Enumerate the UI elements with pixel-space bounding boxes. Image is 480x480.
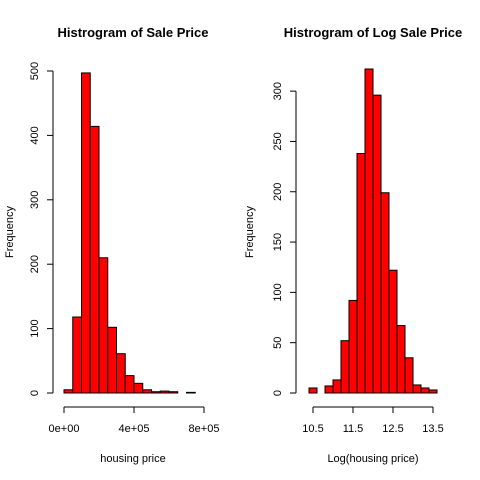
histogram-bar [428, 389, 438, 394]
y-axis-label: Frequency [244, 206, 256, 258]
histogram-bar [186, 391, 196, 394]
histogram-bar [116, 353, 126, 394]
x-tick-label: 8e+05 [189, 423, 220, 435]
chart-sale-price: Histrogram of Sale Price housing price F… [4, 25, 219, 465]
histogram-bar [142, 389, 152, 394]
x-tick-label: 13.5 [422, 423, 443, 435]
y-tick-label: 100 [272, 283, 284, 301]
x-axis: 0e+00 4e+05 8e+05 [49, 406, 220, 435]
y-tick-label: 200 [29, 255, 41, 273]
y-tick-label: 250 [272, 132, 284, 150]
y-axis-label: Frequency [4, 206, 16, 258]
y-axis: 0 50 100 150 200 250 300 [272, 82, 297, 396]
histogram-bar [324, 385, 334, 394]
histogram-bar [356, 153, 366, 394]
x-tick-label: 12.5 [382, 423, 403, 435]
histogram-bar [332, 379, 342, 394]
histogram-bar [63, 389, 74, 394]
histogram-bar [107, 326, 117, 394]
chart-title: Histrogram of Log Sale Price [284, 25, 462, 40]
x-tick-label: 11.5 [343, 423, 364, 435]
x-tick-label: 4e+05 [119, 423, 150, 435]
x-axis-label: Log(housing price) [327, 453, 418, 465]
histogram-bar [89, 125, 100, 394]
y-tick-label: 300 [272, 82, 284, 100]
x-axis-label: housing price [100, 453, 165, 465]
histogram-bar [412, 384, 422, 394]
histogram-bar [388, 269, 398, 394]
bars [63, 72, 196, 394]
histogram-bar [72, 316, 82, 394]
histogram-bar [380, 192, 390, 394]
x-axis: 10.5 11.5 12.5 13.5 [302, 406, 444, 435]
histogram-bar [348, 299, 358, 394]
histogram-bar [151, 391, 161, 394]
histogram-bar [396, 325, 406, 394]
histogram-bar [364, 68, 374, 394]
x-tick-label: 10.5 [302, 423, 323, 435]
histogram-bar [81, 72, 91, 394]
histogram-bar [98, 257, 109, 394]
bars [308, 68, 438, 394]
y-tick-label: 300 [29, 191, 41, 209]
histogram-bar [372, 94, 382, 394]
histogram-bar [308, 387, 318, 394]
histogram-bar [404, 357, 414, 394]
chart-title: Histrogram of Sale Price [58, 25, 209, 40]
y-tick-label: 400 [29, 126, 41, 144]
histogram-bar [420, 387, 430, 394]
histogram-bar [133, 382, 144, 394]
x-tick-label: 0e+00 [49, 423, 80, 435]
histogram-bar [159, 390, 170, 394]
histogram-bar [340, 340, 350, 394]
y-tick-label: 0 [29, 390, 41, 396]
y-tick-label: 0 [272, 390, 284, 396]
y-tick-label: 150 [272, 233, 284, 251]
y-tick-label: 50 [272, 337, 284, 349]
y-tick-label: 100 [29, 319, 41, 337]
histogram-bar [168, 391, 179, 394]
histogram-bar [124, 375, 135, 394]
y-tick-label: 200 [272, 183, 284, 201]
y-axis: 0 100 200 300 400 500 [29, 62, 54, 396]
chart-log-sale-price: Histrogram of Log Sale Price Log(housing… [244, 25, 462, 465]
y-tick-label: 500 [29, 62, 41, 80]
